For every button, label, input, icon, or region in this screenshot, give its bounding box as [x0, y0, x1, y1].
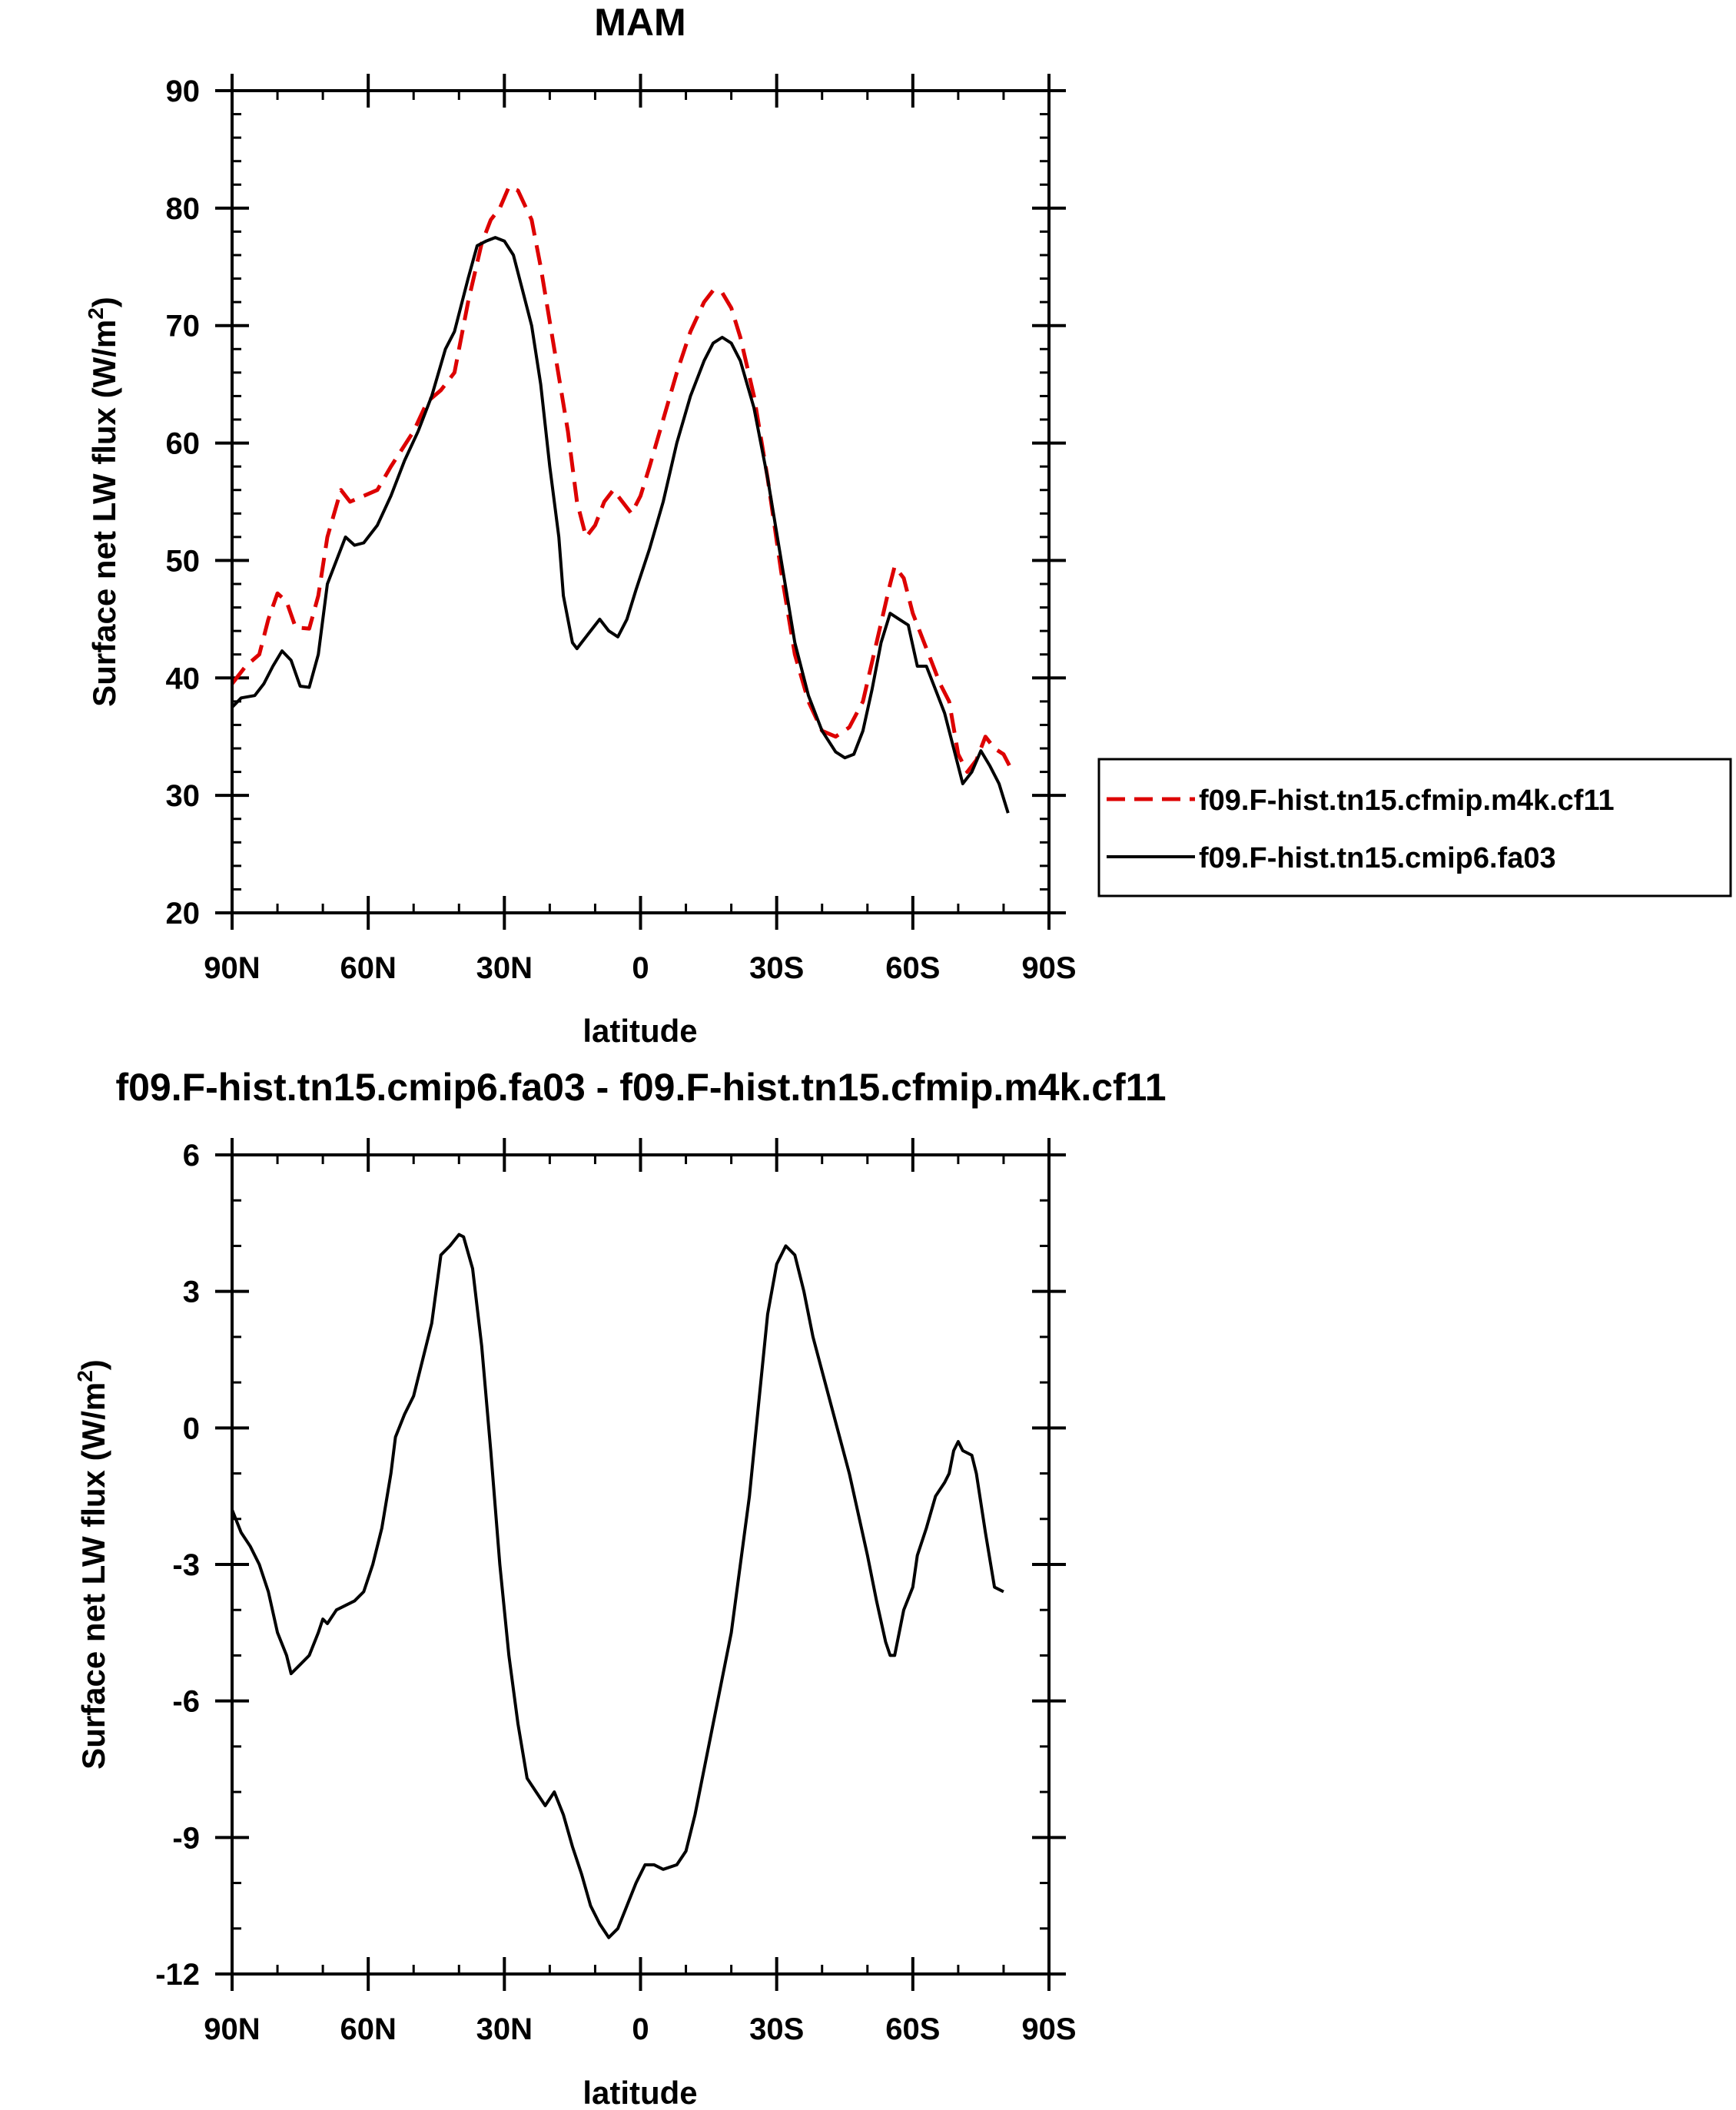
- bottom-y-tick-label-6: 6: [183, 1139, 200, 1173]
- bottom-panel: f09.F-hist.tn15.cmip6.fa03 - f09.F-hist.…: [73, 1066, 1167, 2110]
- top-y-axis-label: Surface net LW flux (W/m2): [84, 297, 122, 707]
- bottom-x-tick-label-6: 90S: [1021, 2012, 1076, 2046]
- bottom-plot-frame: [231, 1153, 1051, 1976]
- legend-box: [1097, 758, 1732, 897]
- bottom-x-tick-label-4: 30S: [749, 2012, 804, 2046]
- top-y-tick-label-4: 60: [166, 427, 201, 461]
- bottom-x-tick-label-3: 0: [632, 2012, 649, 2046]
- top-y-tick-label-0: 20: [166, 897, 201, 931]
- top-series-line-1: [231, 236, 1010, 814]
- bottom-y-tick-label-0: -12: [155, 1958, 200, 1992]
- top-y-tick-label-3: 50: [166, 544, 201, 578]
- top-x-tick-label-6: 90S: [1021, 951, 1076, 985]
- top-y-axis-label-end: ): [86, 297, 122, 307]
- bottom-y-axis-label-main: Surface net LW flux (W/m: [75, 1382, 111, 1770]
- top-y-axis-label-main: Surface net LW flux (W/m: [86, 320, 122, 707]
- bottom-x-tick-label-2: 30N: [476, 2012, 533, 2046]
- bottom-x-tick-label-0: 90N: [204, 2012, 260, 2046]
- top-tick-labels: 90N 60N 30N 0 30S 60S 90S 20 30 40 50 60 70 80 90: [166, 75, 1077, 985]
- top-x-axis-label: latitude: [583, 1013, 697, 1049]
- bottom-y-tick-label-1: -9: [172, 1821, 200, 1855]
- bottom-chart-title: f09.F-hist.tn15.cmip6.fa03 - f09.F-hist.…: [115, 1066, 1166, 1109]
- top-x-tick-label-5: 60S: [885, 951, 940, 985]
- top-y-axis-label-sup: 2: [84, 307, 108, 320]
- bottom-y-tick-label-4: 0: [183, 1412, 200, 1445]
- bottom-y-tick-label-2: -6: [172, 1685, 200, 1719]
- bottom-x-tick-label-1: 60N: [340, 2012, 396, 2046]
- top-x-tick-label-4: 30S: [749, 951, 804, 985]
- bottom-series-layer: [231, 1232, 1004, 1939]
- top-panel: MAM 90N 60N 30N 0 30S 60S 90S2030405060708090 …: [84, 1, 1732, 1049]
- top-series-line-0: [231, 184, 1015, 775]
- bottom-y-axis-label: Surface net LW flux (W/m2): [73, 1359, 111, 1770]
- bottom-x-tick-label-5: 60S: [885, 2012, 940, 2046]
- bottom-ticks: [215, 1138, 1066, 1991]
- legend-entry-fa03: f09.F-hist.tn15.cmip6.fa03: [1199, 842, 1556, 874]
- bottom-y-axis-label-end: ): [75, 1359, 111, 1370]
- bottom-y-axis-label-sup: 2: [73, 1370, 97, 1382]
- top-chart-title: MAM: [594, 1, 685, 44]
- top-ticks: [215, 74, 1066, 930]
- top-series-layer: [231, 184, 1015, 814]
- legend-entry-cf11: f09.F-hist.tn15.cfmip.m4k.cf11: [1199, 785, 1615, 817]
- top-plot-frame: [231, 89, 1051, 914]
- bottom-y-tick-label-3: -3: [172, 1548, 200, 1582]
- top-y-tick-label-2: 40: [166, 662, 201, 695]
- top-y-tick-label-6: 80: [166, 192, 201, 226]
- top-x-tick-label-1: 60N: [340, 951, 396, 985]
- top-y-tick-label-1: 30: [166, 779, 201, 813]
- bottom-series-line-0: [231, 1232, 1004, 1939]
- top-x-tick-label-2: 30N: [476, 951, 533, 985]
- top-y-tick-label-5: 70: [166, 310, 201, 343]
- legend: f09.F-hist.tn15.cfmip.m4k.cf11 f09.F-his…: [1097, 758, 1732, 897]
- top-x-tick-label-0: 90N: [204, 951, 260, 985]
- top-x-tick-label-3: 0: [632, 951, 649, 985]
- bottom-tick-labels: 90N 60N 30N 0 30S 60S 90S -12 -9 -6 -3 0 3 6: [155, 1139, 1076, 2046]
- bottom-x-axis-label: latitude: [583, 2075, 697, 2110]
- bottom-y-tick-label-5: 3: [183, 1276, 200, 1309]
- top-y-tick-label-7: 90: [166, 75, 201, 108]
